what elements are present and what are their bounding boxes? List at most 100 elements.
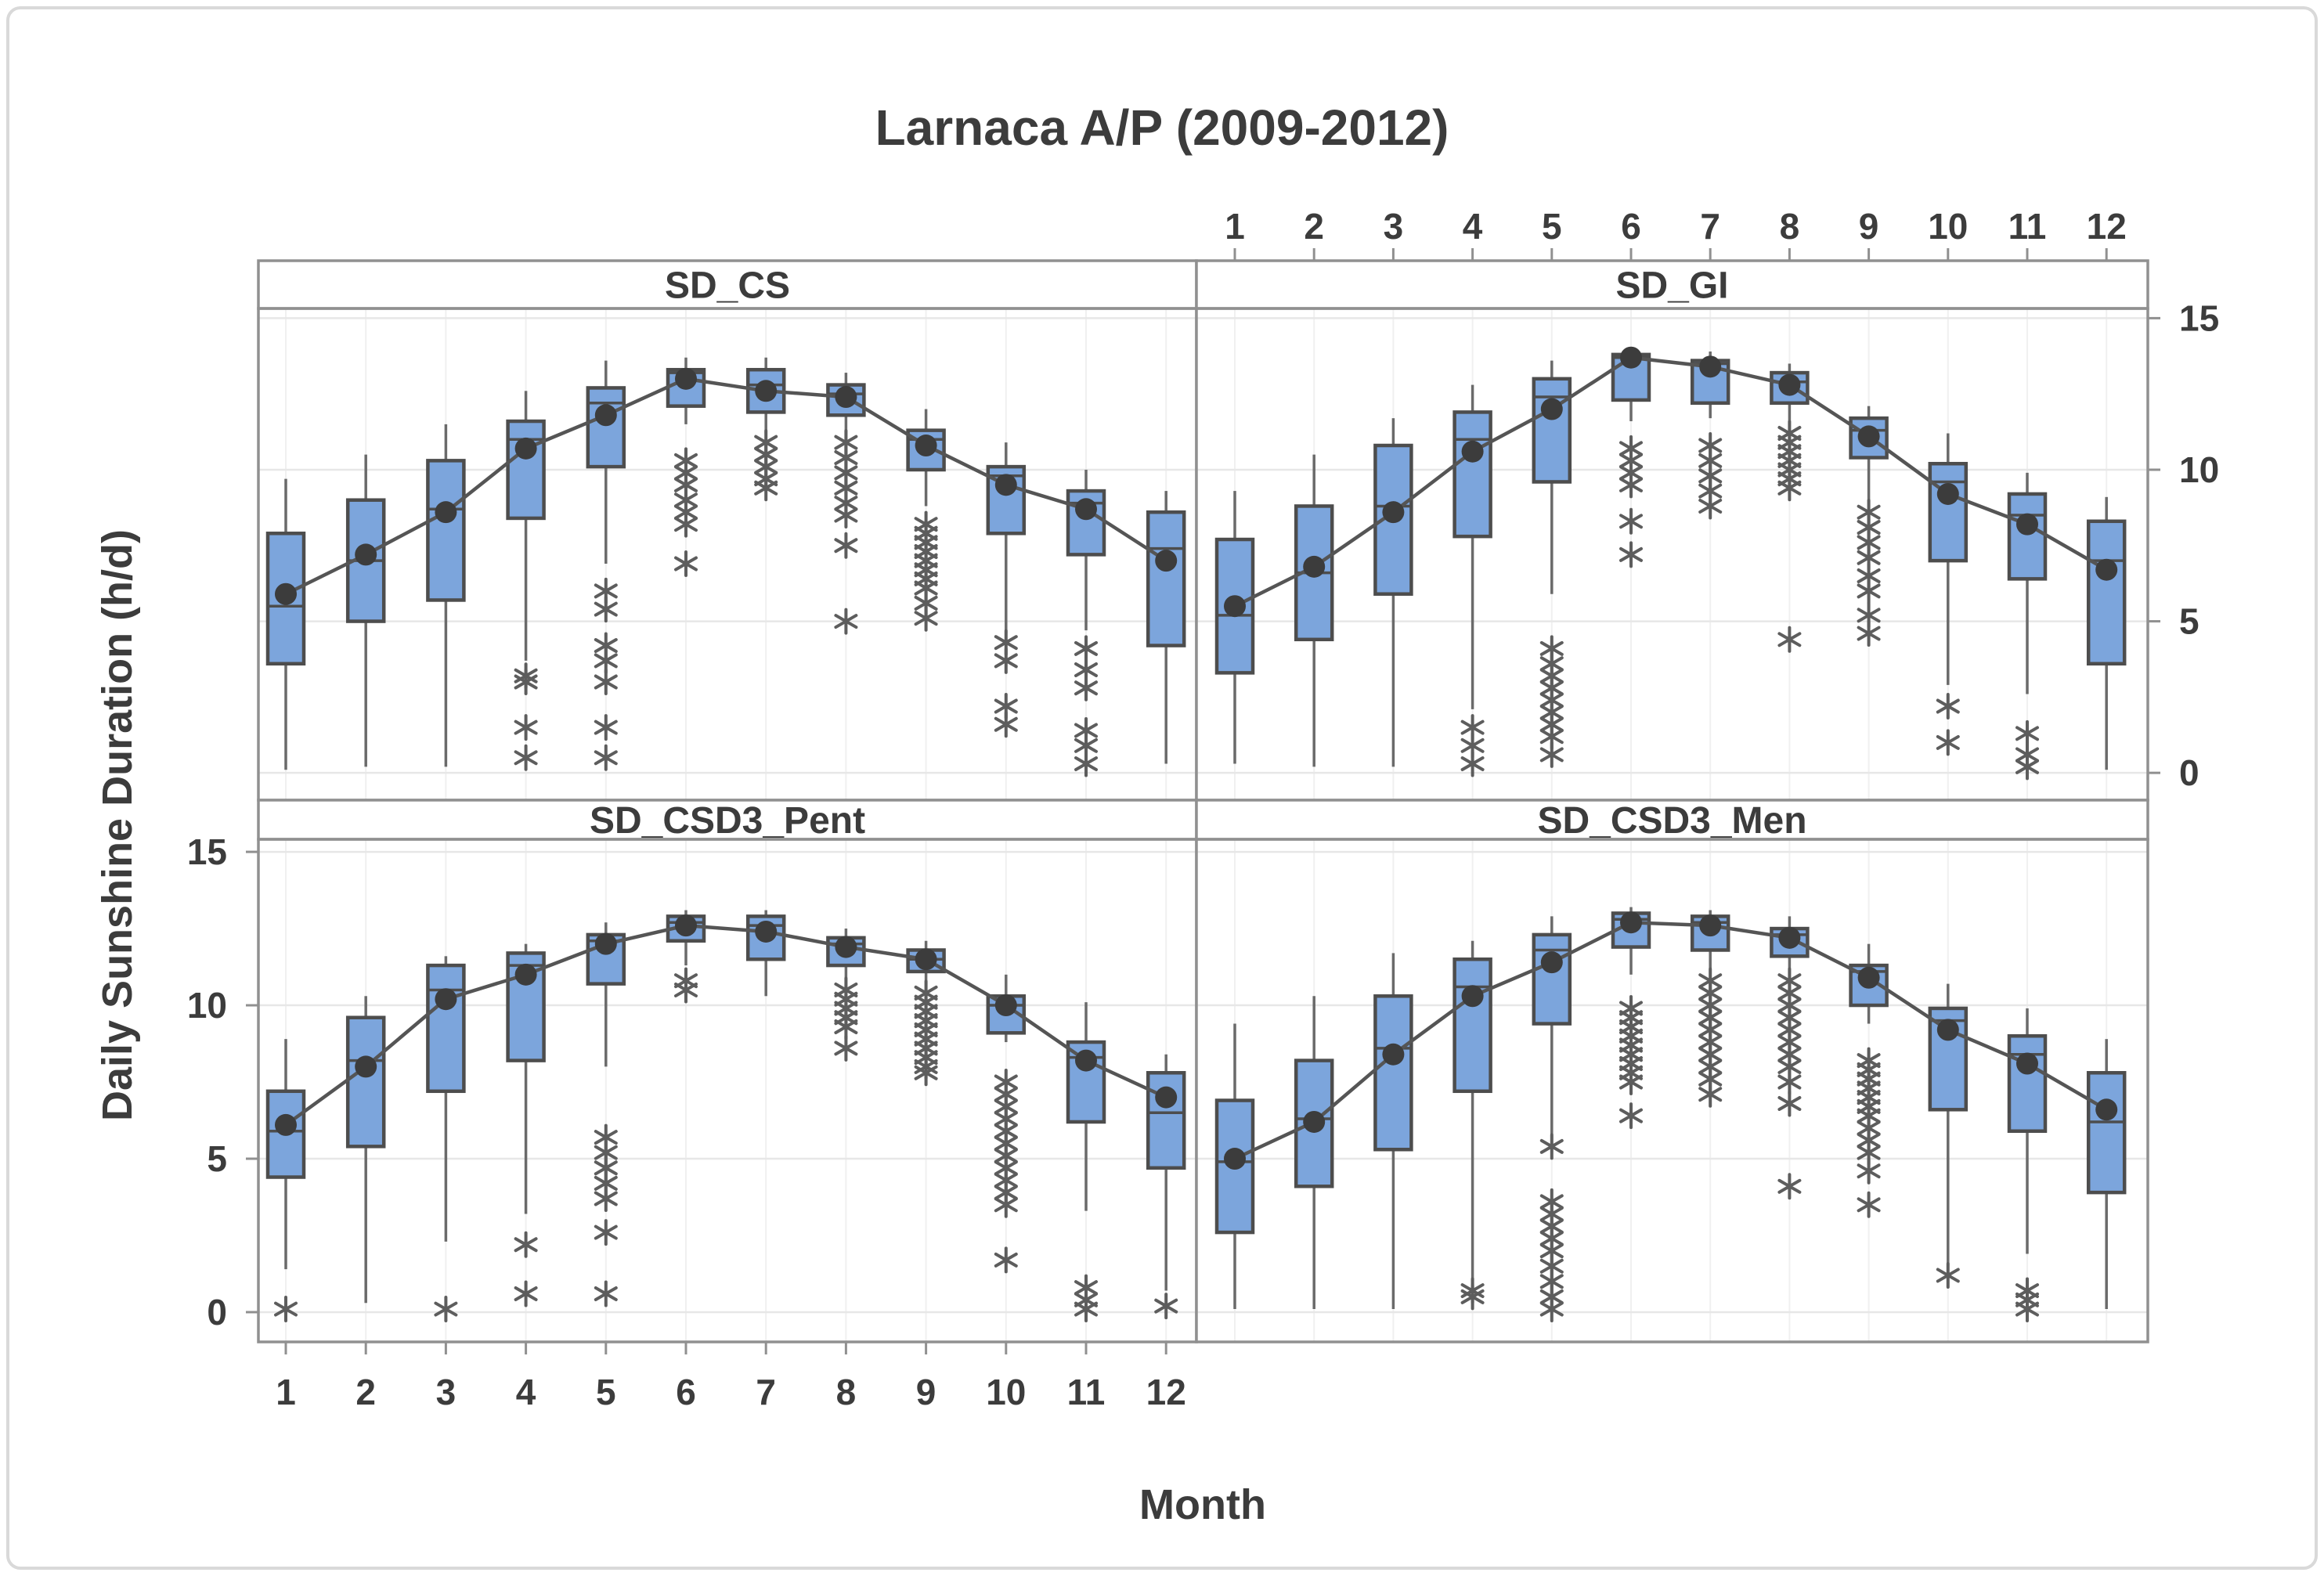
panel-title-label: SD_CS [665, 265, 790, 307]
panel-SD_GI: SD_GI [1195, 259, 2149, 802]
chart-title: Larnaca A/P (2009-2012) [875, 99, 1449, 156]
boxplot-month-1 [265, 478, 306, 770]
outlier-marker [834, 449, 858, 465]
outlier-marker [1857, 535, 1881, 550]
mean-marker [514, 437, 537, 460]
iqr-box [2007, 1033, 2048, 1133]
outlier-marker [834, 435, 858, 450]
outlier-marker [1698, 468, 1723, 484]
boxplot-month-2 [345, 996, 386, 1304]
boxplot-month-3 [1373, 953, 1413, 1310]
mean-marker [675, 914, 697, 937]
outlier-marker [914, 611, 938, 626]
iqr-box [1532, 377, 1572, 484]
outlier-marker [514, 719, 538, 735]
outlier-marker [1074, 680, 1098, 696]
outlier-marker [834, 1019, 858, 1034]
boxplot-month-5 [586, 360, 626, 771]
mean-marker [1699, 355, 1722, 378]
outlier-marker [1857, 504, 1881, 520]
outlier-marker [1460, 738, 1485, 753]
boxplot-month-11 [1066, 1002, 1106, 1323]
mean-marker [2016, 513, 2038, 536]
bottom-axis-tick-label: 5 [596, 1372, 616, 1412]
panel-title-label: SD_CSD3_Men [1537, 800, 1806, 842]
mean-marker [1540, 398, 1563, 420]
iqr-box [586, 386, 626, 469]
outlier-marker [994, 1197, 1018, 1213]
outlier-marker [754, 480, 778, 496]
mean-marker [594, 932, 617, 955]
axes: 1122334455667788991010111112120055101015… [187, 206, 2219, 1412]
outlier-marker [834, 538, 858, 554]
bottom-axis-tick-label: 4 [516, 1372, 536, 1412]
mean-marker [1303, 555, 1326, 578]
x-axis-title: Month [1139, 1481, 1266, 1528]
mean-marker [1224, 595, 1246, 618]
outlier-marker [1619, 514, 1643, 529]
mean-trend-line [1234, 920, 2108, 1161]
boxplot-month-3 [426, 956, 466, 1323]
outlier-marker [594, 1286, 618, 1301]
outlier-marker [1777, 1178, 1802, 1194]
mean-marker [675, 367, 697, 390]
top-axis-tick-label: 11 [2008, 206, 2047, 247]
iqr-box [506, 419, 546, 521]
iqr-box [1452, 410, 1492, 539]
panel-SD_CSD3_Men: SD_CSD3_Men [1195, 799, 2149, 1343]
mean-trend-line [1233, 355, 2108, 608]
panel-background [258, 839, 1196, 1342]
mean-marker [1155, 1086, 1178, 1109]
boxplot-month-11 [2007, 1008, 2048, 1323]
outlier-marker [834, 507, 858, 523]
bottom-axis-tick-label: 7 [756, 1372, 776, 1412]
outlier-marker [1777, 1074, 1802, 1090]
outlier-marker [1539, 1274, 1564, 1289]
right-axis-tick-label: 15 [2179, 298, 2219, 338]
boxplot-month-12 [2086, 496, 2127, 770]
outlier-marker [594, 583, 618, 599]
bottom-axis-tick-label: 11 [1067, 1372, 1106, 1412]
iqr-box [1849, 416, 1889, 460]
iqr-box [1452, 957, 1492, 1094]
boxplot-month-7 [1690, 910, 1730, 1108]
top-axis-tick-label: 6 [1621, 206, 1641, 247]
outlier-marker [994, 698, 1018, 714]
panel-background [258, 308, 1196, 800]
outlier-marker [1777, 1058, 1802, 1074]
mean-marker [1936, 1019, 1959, 1041]
outlier-marker [594, 653, 618, 669]
top-axis-tick-label: 10 [1928, 206, 1968, 247]
outlier-marker [514, 1237, 538, 1253]
mean-marker [835, 936, 857, 958]
outlier-marker [1074, 723, 1098, 738]
boxplot-month-12 [1146, 1054, 1186, 1320]
outlier-marker [674, 556, 698, 572]
outlier-marker [674, 982, 698, 997]
mean-marker [915, 435, 937, 457]
y-axis-title: Daily Sunshine Duration (h/d) [94, 529, 141, 1121]
outlier-marker [1857, 583, 1881, 599]
outlier-marker [834, 614, 858, 629]
outlier-marker [1857, 608, 1881, 623]
outlier-marker [1857, 520, 1881, 536]
bottom-axis-tick-label: 2 [355, 1372, 376, 1412]
outlier-marker [1460, 756, 1485, 772]
iqr-box [1373, 994, 1413, 1152]
outlier-marker [1936, 734, 1960, 750]
bottom-axis-tick-label: 8 [836, 1372, 857, 1412]
mean-marker [755, 380, 778, 402]
outlier-marker [1619, 477, 1643, 492]
mean-marker [1857, 425, 1880, 448]
outlier-marker [1698, 453, 1723, 468]
mean-marker [435, 501, 457, 524]
mean-marker [1778, 926, 1801, 949]
iqr-box [345, 1015, 386, 1149]
boxplot-month-4 [1452, 384, 1492, 777]
mean-marker [1224, 1148, 1246, 1170]
top-axis-tick-label: 12 [2087, 206, 2127, 247]
outlier-marker [594, 638, 618, 654]
outlier-marker [1619, 1074, 1643, 1090]
